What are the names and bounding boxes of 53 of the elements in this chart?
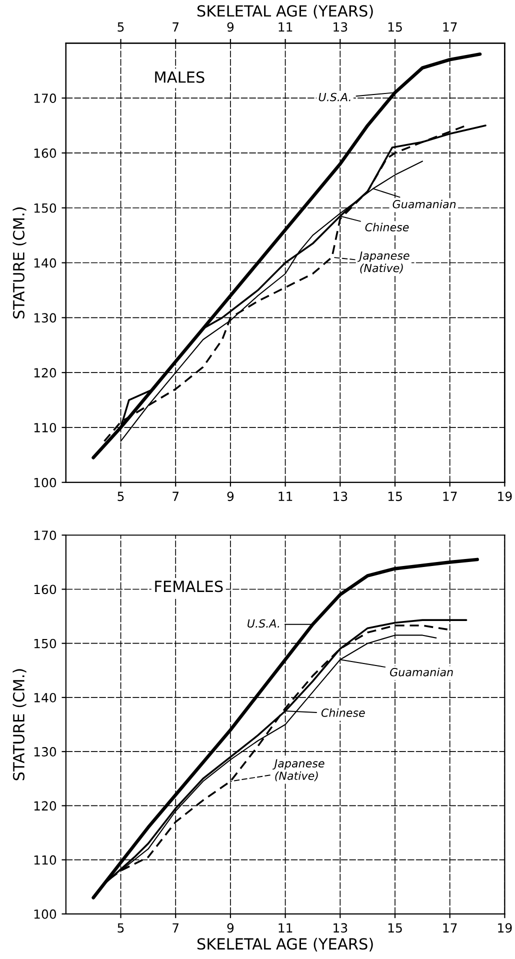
- y-tick-label: 160: [34, 584, 56, 594]
- x-tick-label: 15: [388, 492, 402, 502]
- text: MALES: [155, 71, 204, 83]
- legend-label: Chinese: [321, 708, 365, 717]
- x-tick-label: 17: [443, 492, 457, 501]
- y-tick-label: 160: [34, 148, 56, 158]
- y-tick-label: 100: [34, 478, 56, 488]
- y-tick-label: 140: [34, 258, 56, 268]
- x-tick-label: 19: [498, 492, 512, 502]
- x2-tick-label: 15: [388, 22, 402, 32]
- y-axis-title: STATURE (CM.): [12, 207, 26, 318]
- x-tick-label: 17: [443, 923, 457, 932]
- y-axis-title: STATURE (CM.): [12, 669, 26, 780]
- y-tick-label: 120: [34, 368, 56, 378]
- text: U.S.A.: [318, 92, 350, 102]
- x-axis-title: SKELETAL AGE (YEARS): [197, 938, 373, 952]
- x2-tick-label: 5: [118, 22, 124, 32]
- x2-tick-label: 9: [227, 22, 234, 32]
- legend-label: Japanese (Native): [358, 252, 410, 274]
- x-tick-label: 19: [498, 923, 512, 933]
- series-label: Japanese (Native): [272, 759, 324, 782]
- x2-tick-label: 7: [172, 22, 179, 32]
- x-tick-label: 7: [172, 923, 179, 932]
- x-tick-label: 5: [118, 923, 124, 933]
- y-tick-label: 140: [34, 692, 56, 702]
- y-tick-label: 130: [34, 747, 56, 757]
- y-tick-label: 110: [34, 422, 56, 432]
- y-tick-label: 150: [34, 638, 56, 648]
- x-tick-label: 11: [278, 923, 292, 932]
- y-tick-label: 100: [34, 909, 56, 919]
- text: Guamanian: [390, 668, 453, 676]
- x-tick-label: 5: [118, 492, 124, 502]
- x-tick-label: 9: [227, 923, 234, 933]
- x-tick-label: 7: [172, 492, 179, 501]
- text: FEMALES: [155, 580, 223, 592]
- y-tick-label: 110: [34, 855, 56, 865]
- x-tick-label: 13: [334, 492, 348, 502]
- y-tick-label: 150: [34, 203, 56, 213]
- series-label: Chinese: [365, 222, 409, 232]
- x-tick-label: 13: [334, 923, 348, 933]
- y-tick-label: 170: [34, 94, 56, 103]
- x-tick-label: 15: [388, 923, 402, 933]
- text: U.S.A.: [248, 619, 280, 628]
- x2-axis-title: SKELETAL AGE (YEARS): [197, 4, 373, 18]
- x-tick-label: 9: [227, 492, 234, 502]
- x2-tick-label: 11: [278, 22, 292, 32]
- x-tick-label: 11: [278, 492, 292, 501]
- series-label: Guamanian: [392, 200, 456, 208]
- y-tick-label: 120: [34, 801, 56, 811]
- y-tick-label: 170: [34, 530, 56, 540]
- x2-tick-label: 17: [443, 22, 457, 32]
- x2-tick-label: 13: [334, 22, 348, 32]
- y-tick-label: 130: [34, 313, 56, 323]
